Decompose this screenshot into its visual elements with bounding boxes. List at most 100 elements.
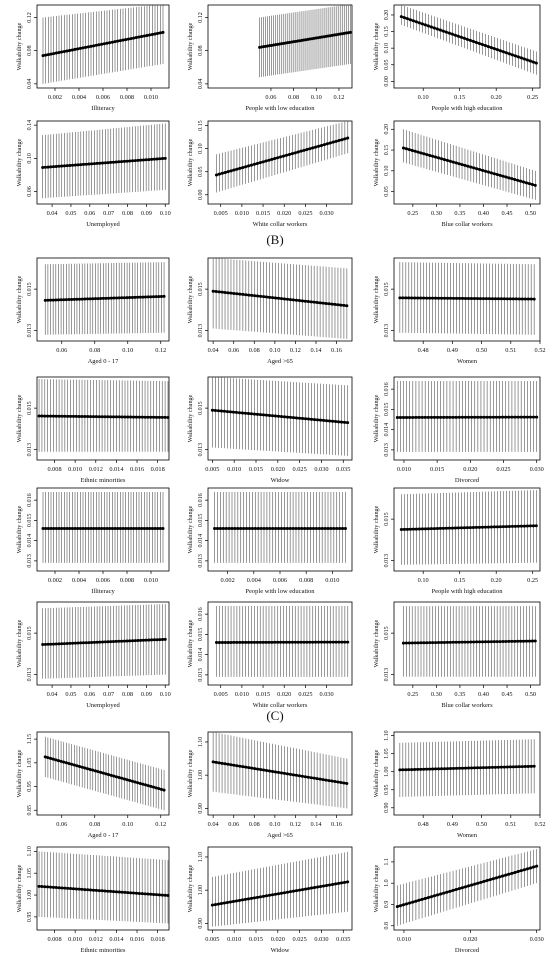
y-tick-label: 0.04 <box>27 79 33 90</box>
data-point <box>522 640 525 643</box>
data-point <box>470 884 473 887</box>
data-point <box>514 871 517 874</box>
data-point <box>528 182 531 185</box>
data-point <box>286 891 289 894</box>
data-point <box>461 641 464 644</box>
data-point <box>47 527 50 530</box>
data-point <box>520 416 523 419</box>
data-point <box>107 161 110 164</box>
data-point <box>343 641 346 644</box>
data-point <box>408 416 411 419</box>
y-tick-label: 0.013 <box>198 668 204 682</box>
data-point <box>155 893 158 896</box>
x-tick-label: 0.45 <box>502 210 513 217</box>
data-point <box>134 159 137 162</box>
data-point <box>152 295 155 298</box>
data-point <box>499 640 502 643</box>
data-point <box>445 416 448 419</box>
x-axis-label: People with high education <box>432 588 504 595</box>
data-point <box>449 767 452 770</box>
data-point <box>83 888 86 891</box>
data-point <box>469 166 472 169</box>
data-point <box>229 901 232 904</box>
data-point <box>142 639 145 642</box>
data-point <box>510 640 513 643</box>
data-point <box>126 891 129 894</box>
y-tick-label: 0.00 <box>198 190 204 201</box>
data-point <box>81 298 84 301</box>
data-point <box>283 415 286 418</box>
data-point <box>277 892 280 895</box>
data-point <box>145 639 148 642</box>
data-point <box>346 880 349 883</box>
data-point <box>490 171 493 174</box>
data-point <box>427 416 430 419</box>
data-point <box>259 641 262 644</box>
data-point <box>516 179 519 182</box>
data-point <box>259 161 262 164</box>
data-point <box>135 416 138 419</box>
y-tick-label: 0.014 <box>198 648 204 662</box>
data-point <box>317 641 320 644</box>
data-point <box>403 528 406 531</box>
data-point <box>436 527 439 530</box>
data-point <box>518 765 521 768</box>
data-point <box>128 159 131 162</box>
data-point <box>532 866 535 869</box>
data-point <box>117 160 120 163</box>
data-point <box>76 527 79 530</box>
data-point <box>144 416 147 419</box>
data-point <box>326 142 329 145</box>
data-point <box>52 527 55 530</box>
data-point <box>349 31 352 34</box>
data-point <box>431 155 434 158</box>
data-point <box>421 527 424 530</box>
data-point <box>250 767 253 770</box>
data-point <box>92 415 95 418</box>
data-point <box>478 168 481 171</box>
x-tick-label: 0.52 <box>534 821 545 828</box>
data-point <box>517 416 520 419</box>
data-point <box>313 777 316 780</box>
data-point <box>268 769 271 772</box>
data-point <box>55 52 58 55</box>
data-point <box>232 169 235 172</box>
data-point <box>91 769 94 772</box>
data-point <box>147 158 150 161</box>
data-point <box>134 639 137 642</box>
data-point <box>71 48 74 51</box>
data-point <box>466 38 469 41</box>
data-point <box>331 420 334 423</box>
x-tick-label: 0.08 <box>89 821 100 828</box>
data-point <box>322 302 325 305</box>
data-point <box>289 298 292 301</box>
y-tick-label: 0.12 <box>198 12 204 23</box>
data-point <box>496 48 499 51</box>
data-point <box>156 638 159 641</box>
data-point <box>117 640 120 643</box>
data-point <box>140 35 143 38</box>
data-point <box>144 296 147 299</box>
panel-label-c: (C) <box>0 708 550 724</box>
data-point <box>87 527 90 530</box>
data-point <box>491 297 494 300</box>
x-tick-label: 0.008 <box>120 94 134 101</box>
data-point <box>402 642 405 645</box>
data-point <box>298 889 301 892</box>
data-point <box>271 527 274 530</box>
data-point <box>251 527 254 530</box>
data-point <box>289 890 292 893</box>
data-point <box>98 415 101 418</box>
panel-label-b: (B) <box>0 232 550 248</box>
data-point <box>341 527 344 530</box>
data-point <box>314 146 317 149</box>
data-point <box>86 888 89 891</box>
y-axis-label: Walkability change <box>373 864 380 912</box>
data-point <box>455 641 458 644</box>
y-axis-label: Walkability change <box>16 394 23 442</box>
y-axis-label: Walkability change <box>16 864 23 912</box>
data-point <box>520 525 523 528</box>
x-tick-label: 0.008 <box>120 577 134 584</box>
